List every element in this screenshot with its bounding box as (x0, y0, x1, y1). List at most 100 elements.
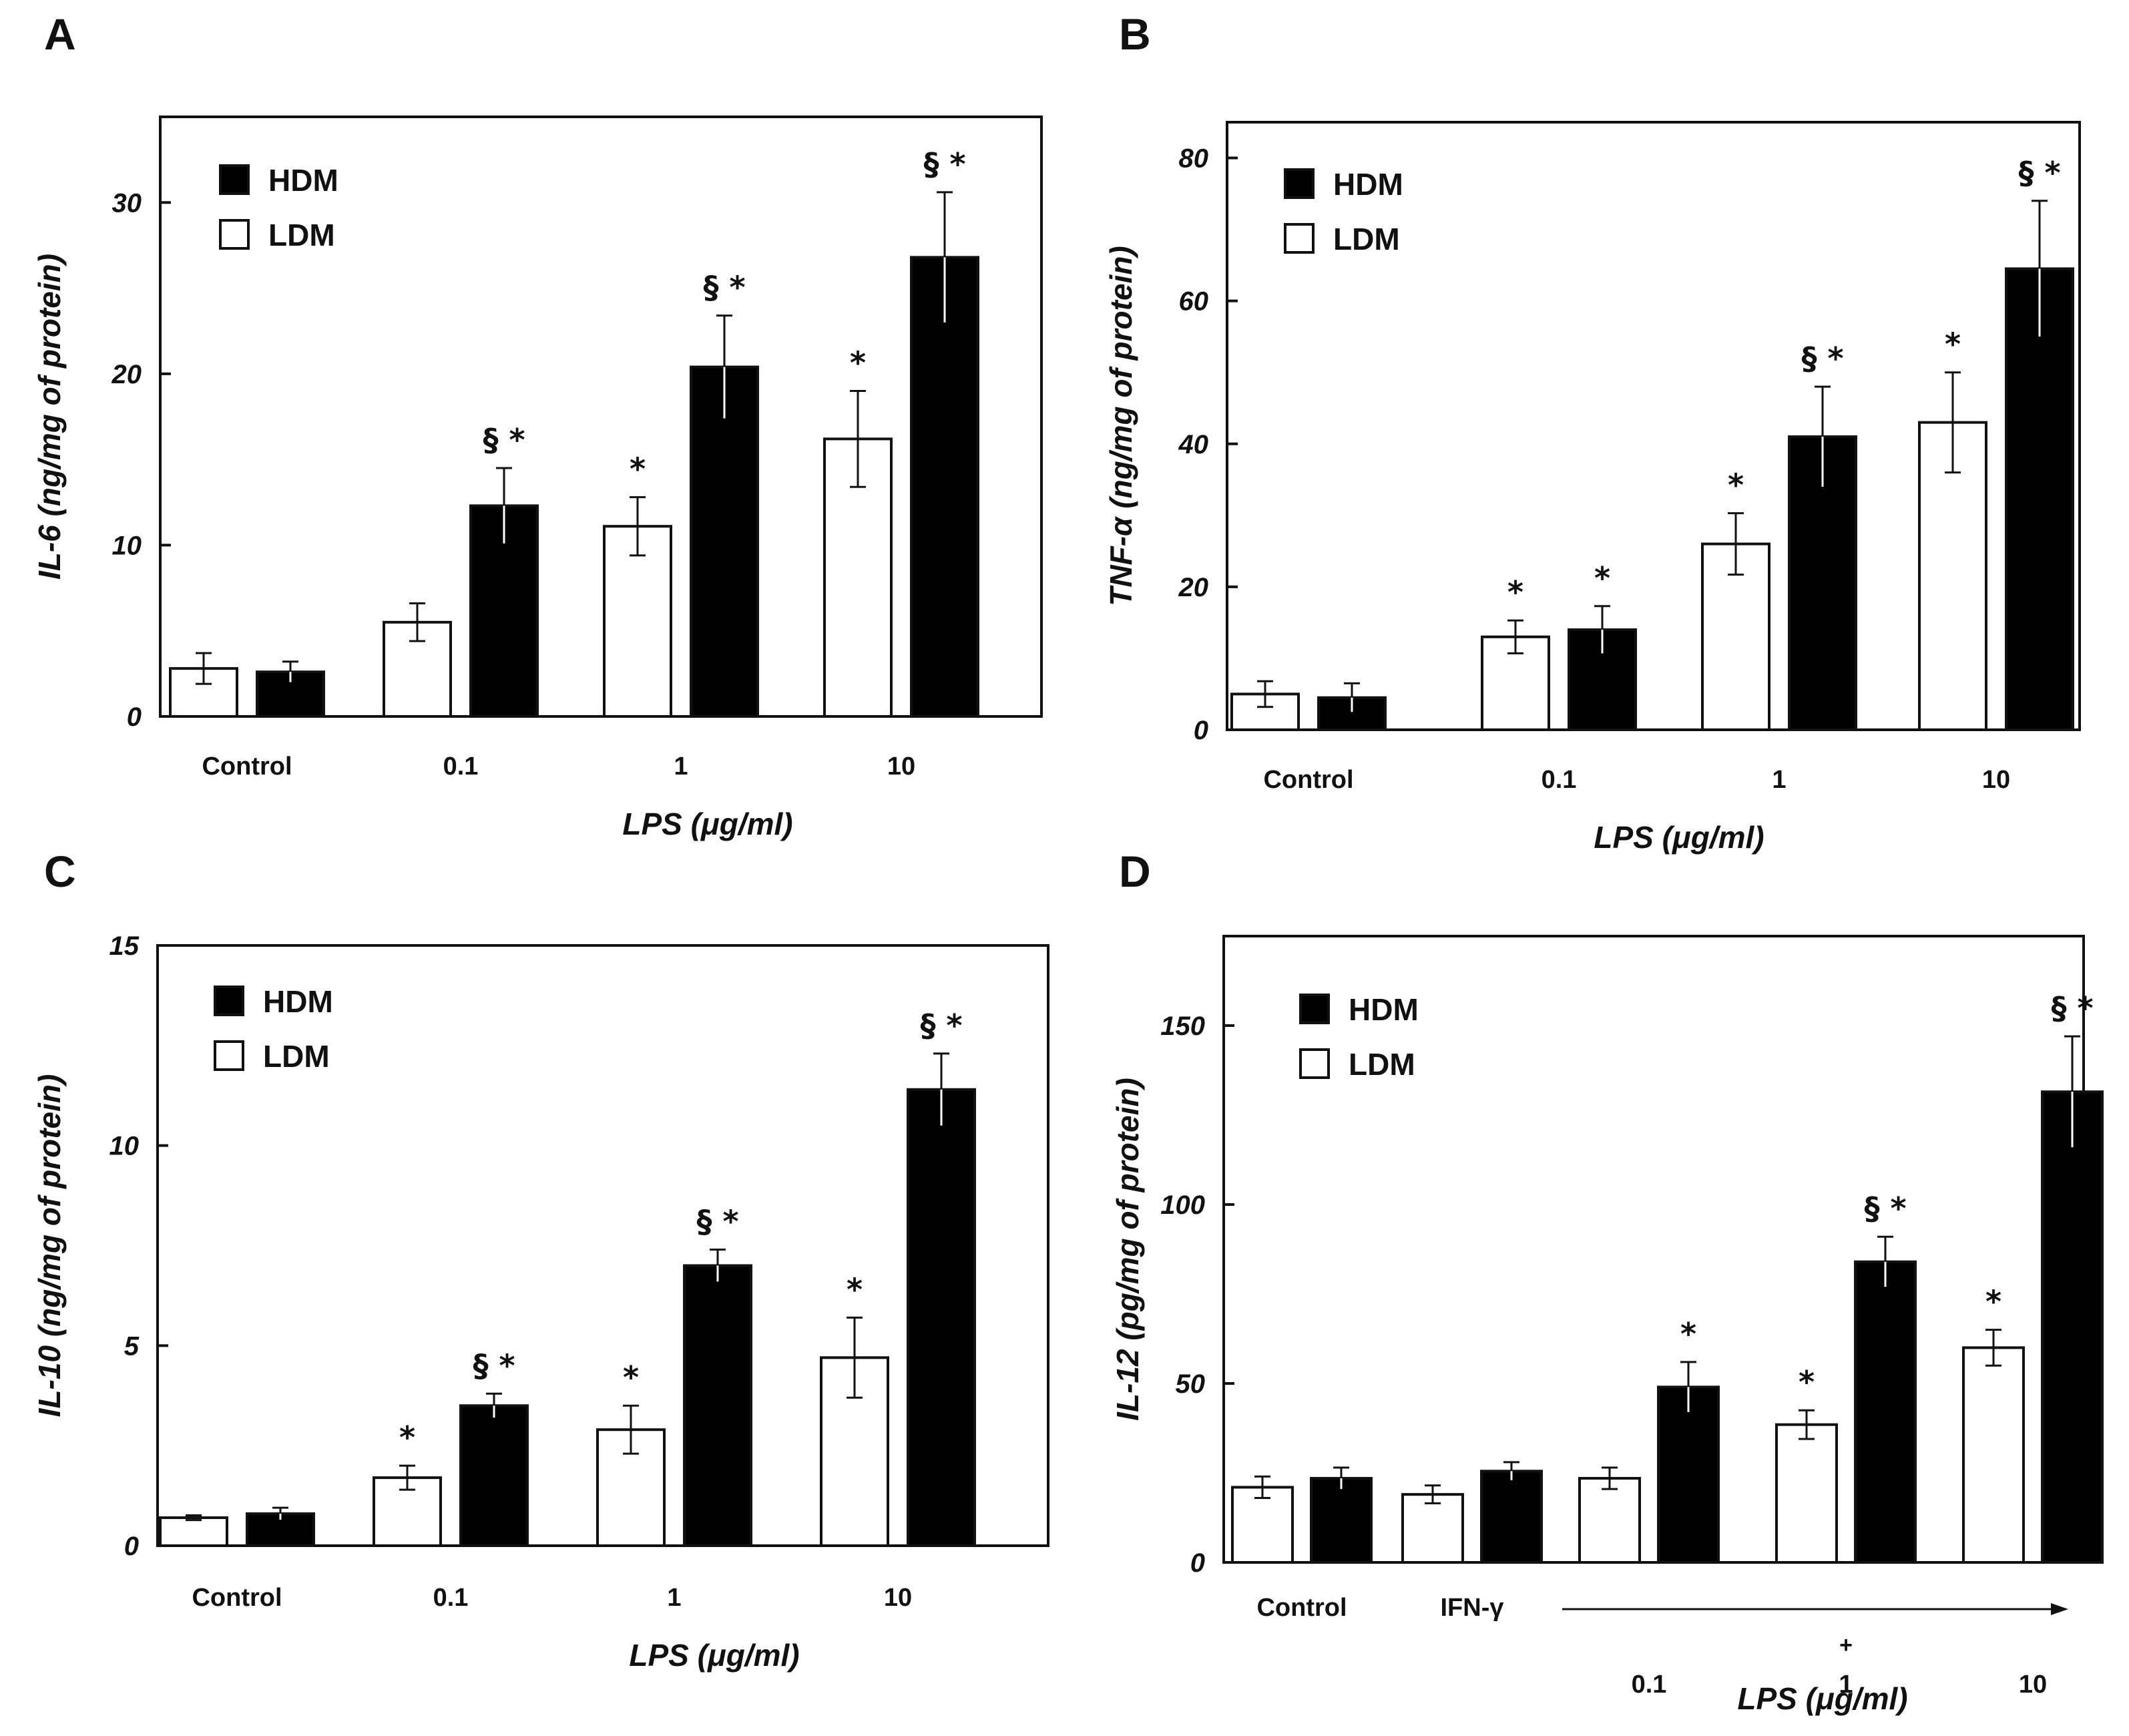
legend-label-hdm: HDM (268, 163, 338, 198)
y-tick-label: 5 (124, 1331, 140, 1361)
significance-mark: * (1728, 467, 1744, 503)
legend-label-hdm: HDM (263, 984, 333, 1019)
significance-mark: * (1594, 560, 1610, 596)
significance-mark: § * (1801, 341, 1843, 377)
hdm-bar (1657, 1385, 1720, 1564)
hdm-bar (2041, 1090, 2104, 1564)
significance-mark: § * (920, 1008, 962, 1044)
legend-swatch-hdm (214, 986, 244, 1016)
y-axis-label: TNF-α (ng/mg of protein) (1104, 246, 1138, 606)
ldm-bar (1918, 421, 1987, 731)
category-label: 0.1 (1542, 766, 1577, 794)
legend-swatch-ldm (1299, 1048, 1330, 1079)
y-tick-label: 60 (1179, 287, 1209, 316)
hdm-bar (459, 1404, 529, 1548)
y-tick-label: 20 (1178, 573, 1209, 602)
significance-mark: * (850, 345, 866, 381)
category-label: 10 (887, 752, 915, 781)
category-label: 1 (1839, 1671, 1853, 1699)
plot-frame (1222, 935, 2085, 1564)
legend-label-hdm: HDM (1333, 167, 1403, 202)
y-tick-label: 10 (112, 531, 142, 560)
category-label: 0.1 (1632, 1671, 1667, 1699)
y-tick-label: 0 (124, 1532, 139, 1561)
hdm-bar (683, 1264, 752, 1547)
panel-c: C 0 5 10 15 IL-10 (ng/mg of protein) Control *… (32, 847, 1049, 1673)
legend-label-hdm: HDM (1349, 992, 1419, 1027)
y-tick-label: 0 (1194, 716, 1208, 745)
hdm-bar (907, 1088, 976, 1547)
category-label: 1 (674, 752, 688, 781)
category-label: 10 (2019, 1671, 2047, 1699)
category-label: 0.1 (443, 752, 479, 781)
chart-b-group: 0 20 40 60 80 TNF-α (ng/mg of protein) Control… (1104, 121, 2081, 855)
legend-swatch-ldm (214, 1040, 244, 1071)
significance-mark: § * (703, 270, 745, 306)
ldm-bar (159, 1516, 228, 1547)
significance-mark: § * (483, 422, 525, 458)
y-axis-label: IL-10 (ng/mg of protein) (32, 1074, 67, 1418)
category-label: 0.1 (433, 1584, 469, 1612)
category-label: Control (192, 1584, 282, 1612)
legend-label-ldm: LDM (1333, 222, 1400, 256)
y-axis-label: IL-12 (pg/mg of protein) (1110, 1078, 1145, 1421)
legend-swatch-ldm (1284, 223, 1315, 254)
y-tick-label: 0 (127, 702, 142, 732)
panel-letter-c: C (44, 847, 76, 896)
y-tick-label: 30 (112, 188, 142, 218)
chart-d-group: 0 50 100 150 IL-12 (pg/mg of protein) Control… (1110, 935, 2104, 1716)
ldm-bar (1775, 1423, 1838, 1564)
y-tick-label: 0 (1190, 1548, 1205, 1578)
y-tick-label: 50 (1176, 1369, 1206, 1399)
hdm-bar (910, 256, 979, 718)
significance-mark: * (1945, 327, 1961, 363)
legend-label-ldm: LDM (1349, 1047, 1415, 1082)
x-axis-label: LPS (μg/ml) (1737, 1681, 1907, 1716)
significance-mark: * (1507, 574, 1523, 610)
hdm-bar (1480, 1470, 1543, 1564)
hdm-bar (1854, 1260, 1917, 1564)
legend-label-ldm: LDM (268, 218, 335, 252)
significance-mark: § * (473, 1347, 515, 1383)
legend-swatch-hdm (219, 164, 250, 195)
legend-swatch-hdm (1299, 994, 1330, 1024)
significance-mark: * (399, 1420, 415, 1456)
plot-frame (1226, 121, 2081, 731)
panel-b: B 0 20 40 60 80 TNF-α (ng/mg of protein) Contr… (1104, 9, 2081, 855)
panel-letter-b: B (1119, 9, 1151, 59)
hdm-bar (1310, 1477, 1373, 1564)
ldm-bar (603, 525, 672, 718)
hdm-bar (690, 365, 759, 718)
y-tick-label: 80 (1179, 144, 1209, 174)
ldm-bar (1962, 1346, 2025, 1564)
plus-sign: + (1839, 1633, 1853, 1658)
category-label: Control (202, 752, 292, 781)
panel-letter-a: A (44, 9, 76, 59)
category-label: 1 (1772, 766, 1786, 794)
legend-swatch-ldm (219, 219, 250, 250)
significance-mark: * (847, 1271, 863, 1307)
significance-mark: * (623, 1359, 639, 1395)
category-label: IFN-γ (1441, 1594, 1504, 1622)
y-tick-label: 20 (111, 360, 142, 389)
significance-mark: * (1985, 1284, 2001, 1320)
y-tick-label: 150 (1160, 1012, 1205, 1041)
panel-letter-d: D (1119, 847, 1151, 896)
chart-c-group: 0 5 10 15 IL-10 (ng/mg of protein) Control * § … (32, 931, 1049, 1673)
category-label: 10 (1982, 766, 2010, 794)
plot-frame (159, 116, 1043, 718)
x-axis-label: LPS (μg/ml) (1594, 820, 1764, 855)
significance-mark: § * (2051, 990, 2093, 1026)
ifn-arrow-head (2051, 1603, 2068, 1615)
hdm-bar (2005, 267, 2074, 731)
x-axis-label: LPS (μg/ml) (622, 807, 792, 841)
category-label: Control (1256, 1594, 1347, 1622)
y-tick-label: 100 (1160, 1190, 1205, 1220)
y-tick-label: 10 (109, 1132, 140, 1161)
chart-a-group: 0 10 20 30 IL-6 (ng/mg of protein) Control § *… (32, 116, 1043, 841)
ldm-bar (1401, 1493, 1464, 1564)
significance-mark: § * (696, 1203, 738, 1239)
x-axis-label: LPS (μg/ml) (629, 1638, 799, 1673)
significance-mark: * (1799, 1364, 1815, 1400)
